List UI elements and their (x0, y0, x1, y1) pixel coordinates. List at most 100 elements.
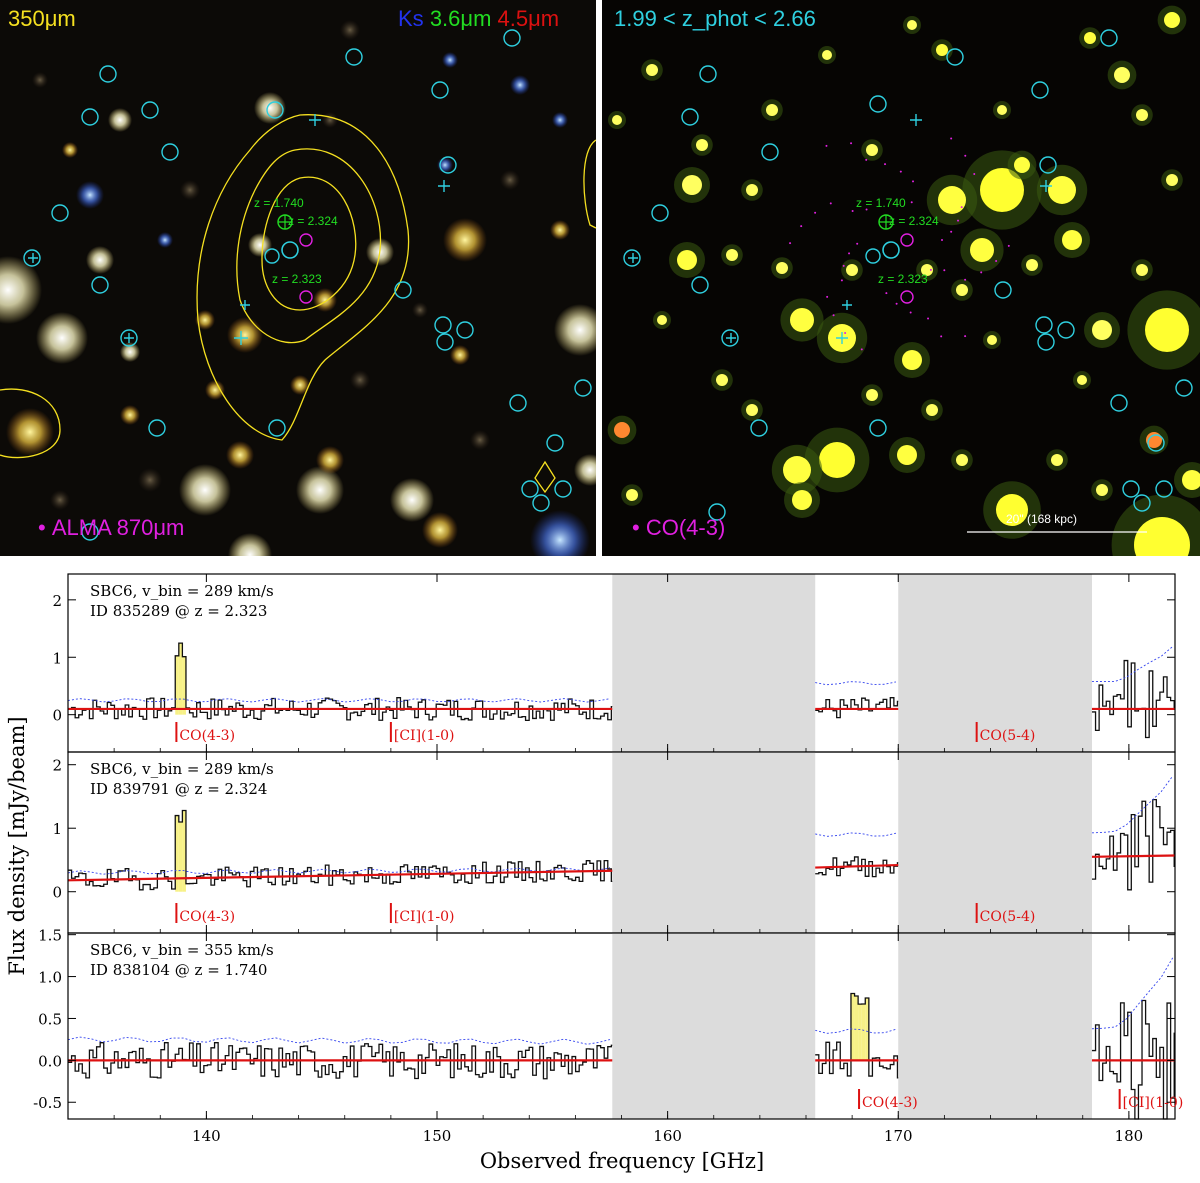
source-blob (120, 405, 140, 425)
contour-dot (885, 292, 888, 295)
legend-alma-text: ALMA 870μm (51, 515, 185, 540)
line-label: [CI](1-0) (1123, 1095, 1184, 1111)
contour-dot (856, 242, 859, 245)
source-blob (1146, 432, 1162, 448)
source-blob (1182, 470, 1200, 490)
contour-dot (964, 154, 967, 157)
source-blob (907, 20, 917, 30)
source-circle (1035, 316, 1053, 334)
source-blob (1166, 174, 1178, 186)
source-circle (623, 249, 641, 267)
contour-dot (957, 219, 960, 222)
left-image-canvas (0, 0, 596, 556)
source-circle (394, 281, 412, 299)
source-blob (316, 446, 344, 474)
source-blob (108, 108, 132, 132)
source-blob (313, 288, 337, 312)
error-curve (1091, 957, 1174, 1030)
contour-dot (840, 279, 843, 282)
y-tick-label: 2 (52, 757, 62, 775)
source-blob (926, 404, 938, 416)
source-blob (470, 430, 490, 450)
source-blob (682, 175, 702, 195)
source-circle (1057, 321, 1075, 339)
source-blob (1114, 67, 1130, 83)
contour-dot (865, 158, 868, 161)
source-circle (546, 434, 564, 452)
source-blob (612, 115, 622, 125)
source-blob (530, 510, 590, 556)
source-blob (657, 315, 667, 325)
source-circle (268, 419, 286, 437)
source-blob (574, 454, 596, 486)
source-blob (120, 342, 140, 362)
source-blob (996, 494, 1028, 526)
source-blob (500, 170, 520, 190)
line-highlight (858, 1004, 862, 1061)
source-circle (1037, 333, 1055, 351)
zlabel-2324-right: z = 2.324 (889, 214, 939, 228)
source-circle (681, 108, 699, 126)
contour-dot (950, 137, 953, 140)
band-4.5: 4.5μm (497, 6, 560, 31)
source-circle (869, 419, 887, 437)
spectrum-panel-1: 0 1 2 CO(4-3) [CI](1-0) CO(5-4) SBC6, v_bin = … (52, 573, 1176, 753)
source-circle (81, 523, 99, 541)
source-circle (161, 143, 179, 161)
cyan-cross-markers-right (628, 114, 1052, 344)
contour-dot (800, 225, 803, 228)
cyan-source-circles-right (623, 29, 1193, 521)
contour-dot (929, 268, 932, 271)
source-blob (179, 464, 231, 516)
source-blob (226, 441, 254, 469)
source-circle (532, 494, 550, 512)
x-tick-label: 180 (1115, 1127, 1144, 1145)
source-blob (921, 264, 933, 276)
source-blob (614, 422, 630, 438)
source-blob (956, 284, 968, 296)
source-circle (574, 379, 592, 397)
co-contour-dots (789, 137, 1010, 351)
y-tick-label: 1.5 (38, 927, 62, 945)
source-blob (746, 404, 758, 416)
contour-dot (980, 271, 983, 274)
source-circle (994, 281, 1012, 299)
continuum-line (1091, 854, 1176, 858)
contour-dot (943, 269, 946, 272)
source-circle (431, 81, 449, 99)
y-tick-label: 1.0 (38, 969, 62, 987)
source-blob (1164, 12, 1180, 28)
source-circle (141, 101, 159, 119)
contour-dot (814, 211, 817, 214)
contour-dot (910, 201, 913, 204)
x-tick-label: 150 (423, 1127, 452, 1145)
contour-dot (950, 230, 953, 233)
contour-dot (895, 302, 898, 305)
x-tick-label: 160 (653, 1127, 682, 1145)
spectrum-trace (1091, 659, 1175, 739)
line-highlight (182, 656, 186, 715)
contour-dot (860, 348, 863, 351)
y-tick-label: 1 (52, 820, 62, 838)
source-circle (946, 48, 964, 66)
source-blob (866, 389, 878, 401)
source-blob (1051, 454, 1063, 466)
spectrum-trace (68, 1042, 613, 1080)
source-blob (696, 139, 708, 151)
source-blob (866, 144, 878, 156)
source-circle (1175, 379, 1193, 397)
spectrum-panel-2: 0 1 2 CO(4-3) [CI](1-0) CO(5-4) SBC6, v_bin = … (52, 751, 1176, 934)
contour-dot (789, 242, 792, 245)
source-blob (626, 489, 638, 501)
source-circle (91, 276, 109, 294)
source-circle (651, 204, 669, 222)
masked-band (612, 574, 816, 752)
source-blob (938, 186, 966, 214)
label-350um: 350μm (8, 6, 76, 31)
source-blob (76, 181, 104, 209)
source-blob (783, 456, 811, 484)
source-blob (1092, 320, 1112, 340)
y-tick-label: 0 (52, 884, 62, 902)
source-circle (721, 329, 739, 347)
band-ks: Ks (398, 6, 424, 31)
